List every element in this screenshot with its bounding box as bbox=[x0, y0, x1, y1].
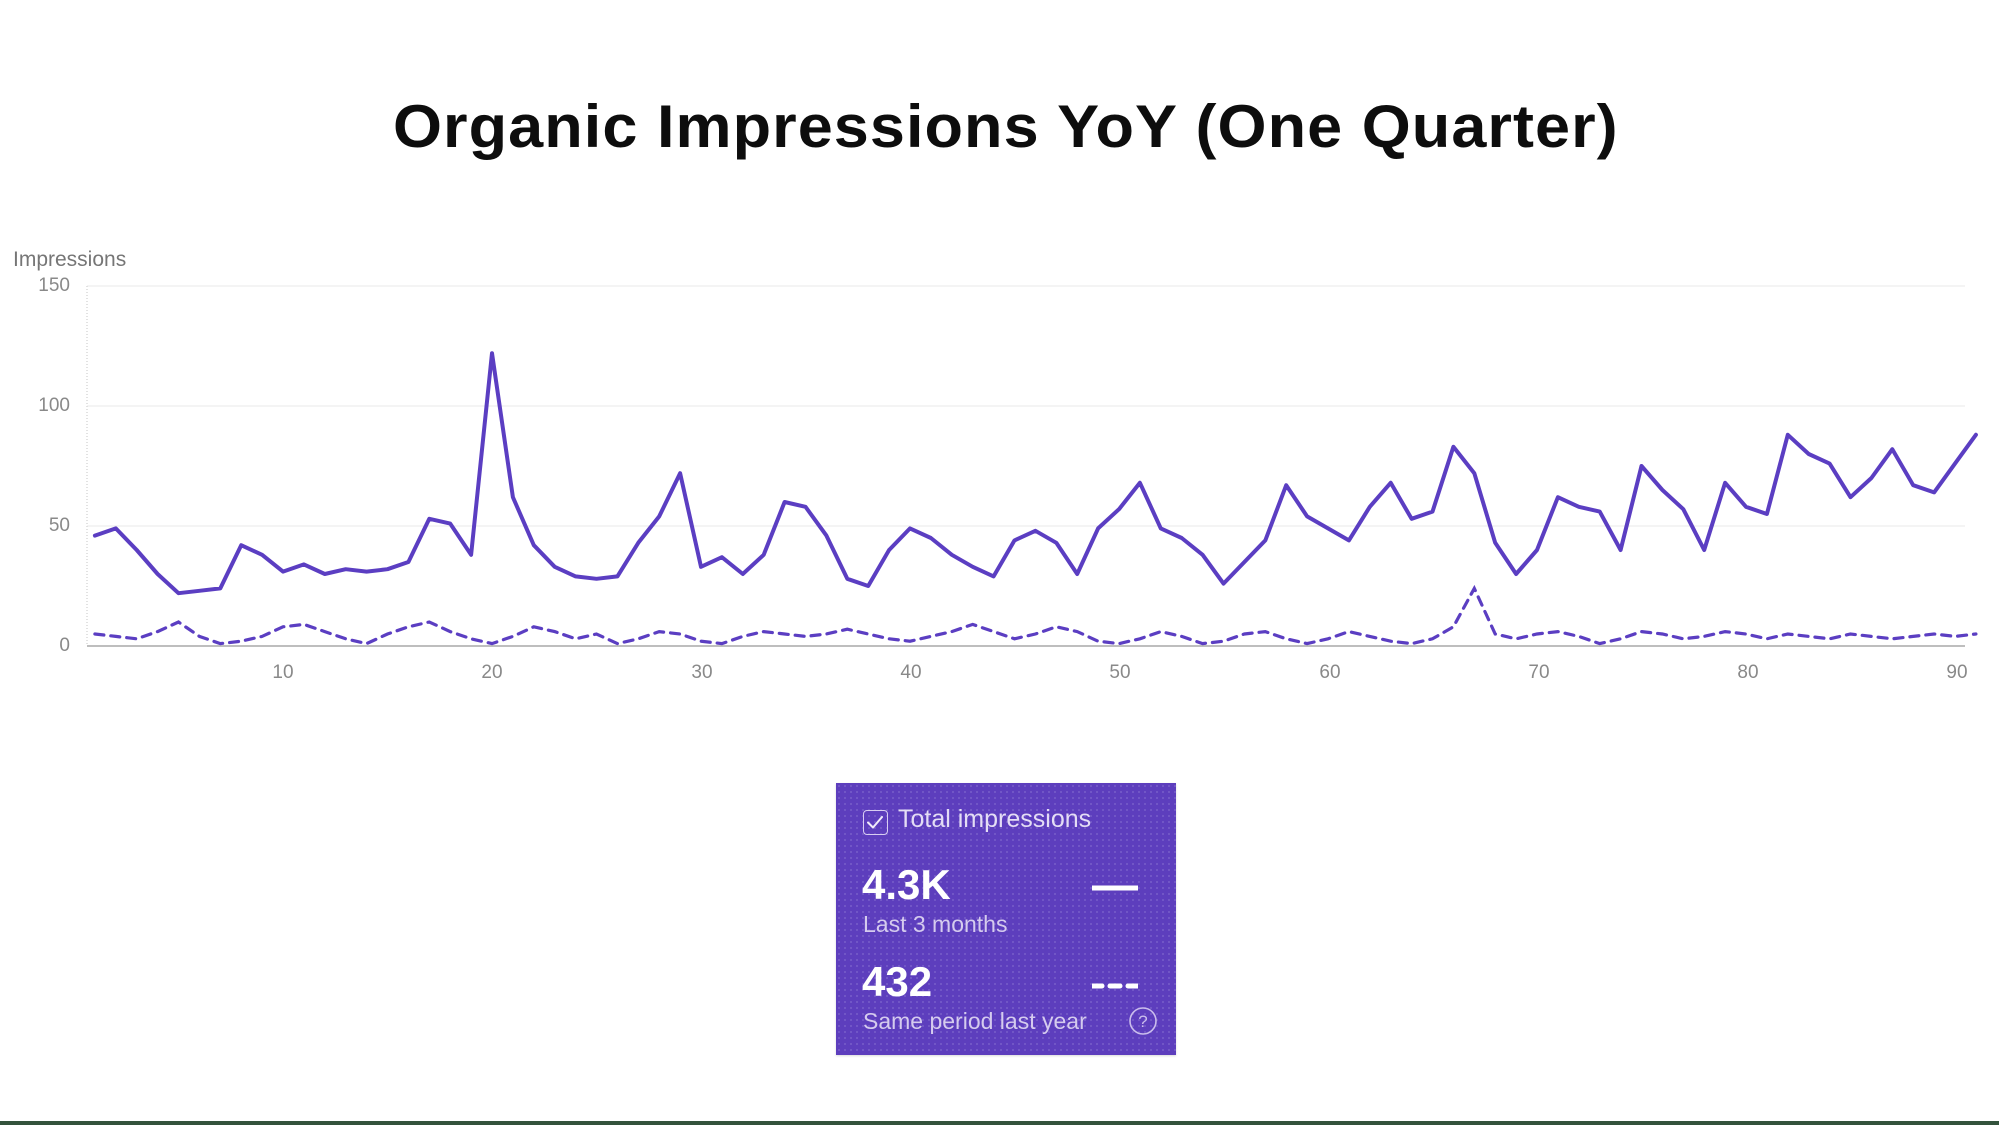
svg-text:?: ? bbox=[1138, 1012, 1147, 1031]
